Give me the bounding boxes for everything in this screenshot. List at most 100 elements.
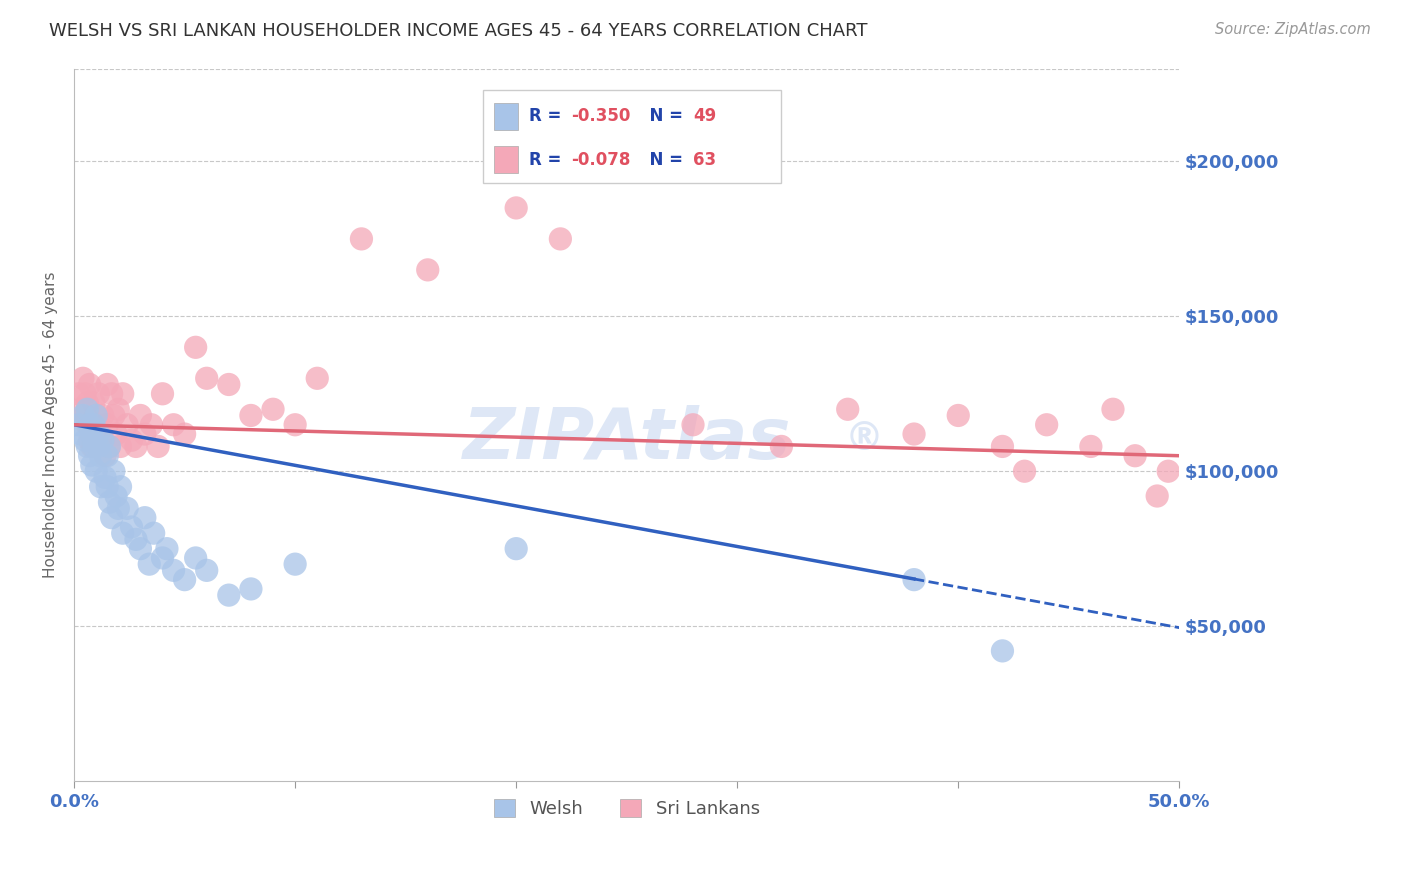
Text: R =: R = [530,151,568,169]
Point [111,386,134,401]
Point [83,396,105,410]
Legend: Welsh, Sri Lankans: Welsh, Sri Lankans [486,791,768,825]
Point [142,526,165,541]
Point [284,417,307,432]
Point [1146,489,1168,503]
Point [138,557,160,571]
Point [152,386,174,401]
Text: 49: 49 [693,107,716,125]
Point [948,409,970,423]
Point [79,417,101,432]
Point [121,434,143,448]
Point [262,402,284,417]
Point [239,409,262,423]
Point [1102,402,1125,417]
Point [110,480,132,494]
Point [75,386,97,401]
Point [96,480,118,494]
Point [1123,449,1146,463]
Point [682,417,704,432]
FancyBboxPatch shape [484,90,782,183]
Point [134,510,156,524]
Point [195,371,218,385]
Point [96,449,118,463]
Point [76,417,98,432]
Point [991,439,1014,453]
Point [76,439,98,453]
Point [67,417,90,432]
FancyBboxPatch shape [494,146,519,173]
Point [307,371,329,385]
Point [134,427,156,442]
Text: N =: N = [638,107,689,125]
Point [1014,464,1036,478]
Point [115,417,138,432]
Point [184,340,207,354]
Point [141,417,163,432]
Point [80,458,103,472]
Point [83,439,105,453]
Point [90,449,112,463]
Point [195,563,218,577]
Point [110,439,132,453]
Point [111,526,134,541]
Point [72,409,94,423]
Y-axis label: Householder Income Ages 45 - 64 years: Householder Income Ages 45 - 64 years [44,271,58,578]
Point [105,427,128,442]
Point [83,417,105,432]
Point [173,427,195,442]
Point [98,439,121,453]
Point [152,551,174,566]
Point [125,439,148,453]
Point [80,439,103,453]
Text: WELSH VS SRI LANKAN HOUSEHOLDER INCOME AGES 45 - 64 YEARS CORRELATION CHART: WELSH VS SRI LANKAN HOUSEHOLDER INCOME A… [49,22,868,40]
Point [80,417,103,432]
Point [156,541,179,556]
Point [125,533,148,547]
Point [76,396,98,410]
Point [1080,439,1102,453]
Text: Source: ZipAtlas.com: Source: ZipAtlas.com [1215,22,1371,37]
Point [87,427,110,442]
Point [162,417,184,432]
Point [1157,464,1180,478]
Point [69,427,91,442]
Point [162,563,184,577]
Point [79,449,101,463]
Point [94,449,117,463]
Point [96,377,118,392]
Point [239,582,262,596]
Point [350,232,373,246]
Point [903,427,925,442]
Point [173,573,195,587]
Point [79,377,101,392]
Text: 63: 63 [693,151,716,169]
Point [121,520,143,534]
Point [416,263,439,277]
Text: -0.078: -0.078 [571,151,631,169]
Point [146,439,169,453]
Point [98,439,121,453]
Point [129,409,152,423]
Point [91,434,114,448]
Point [67,386,90,401]
Point [218,588,240,602]
Point [91,409,114,423]
Point [103,409,125,423]
Point [98,495,121,509]
Point [84,409,107,423]
Point [79,434,101,448]
Point [218,377,240,392]
Point [100,510,122,524]
Point [505,541,527,556]
Point [83,427,105,442]
Text: N =: N = [638,151,689,169]
Point [184,551,207,566]
Point [69,402,91,417]
Text: ZIPAtlas: ZIPAtlas [463,404,792,474]
Point [1035,417,1057,432]
Point [87,386,110,401]
Text: ®: ® [845,420,884,458]
Point [94,470,117,484]
Point [129,541,152,556]
